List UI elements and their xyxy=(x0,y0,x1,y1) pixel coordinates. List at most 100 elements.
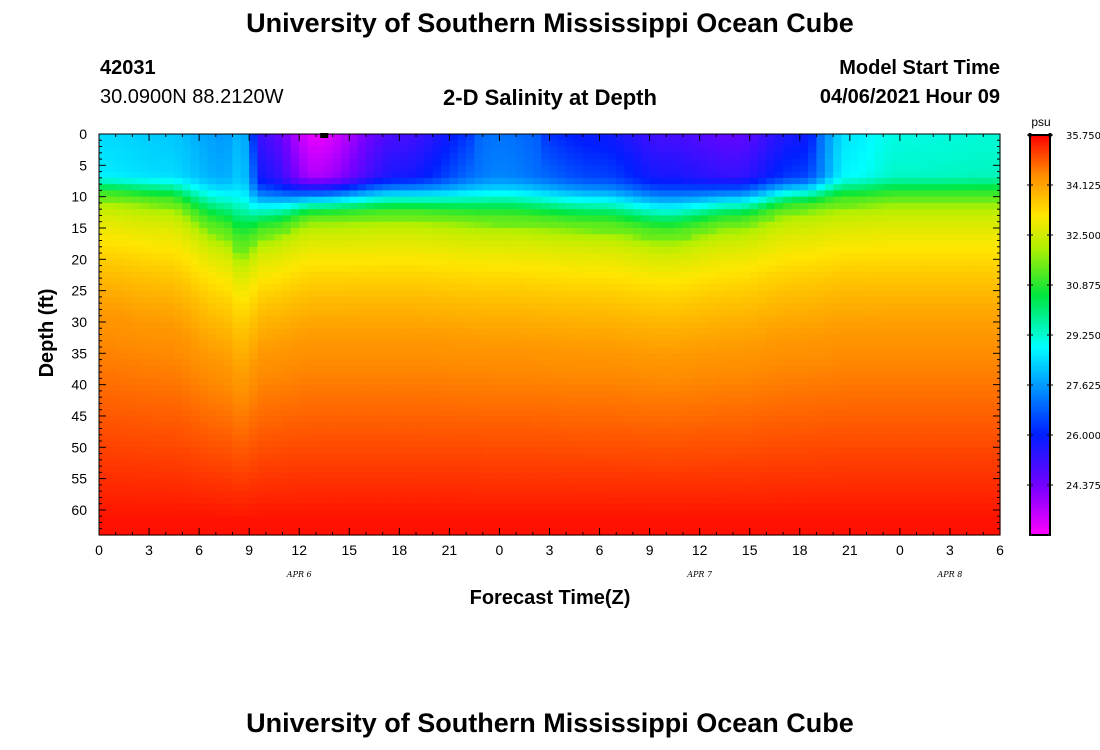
heatmap-cell xyxy=(365,528,375,536)
heatmap-cell xyxy=(699,466,709,473)
heatmap-cell xyxy=(190,296,200,304)
heatmap-cell xyxy=(666,497,676,505)
heatmap-cell xyxy=(441,259,450,267)
heatmap-cell xyxy=(541,271,551,279)
heatmap-cell xyxy=(641,428,651,436)
heatmap-cell xyxy=(649,459,659,467)
heatmap-cell xyxy=(674,134,684,141)
heatmap-cell xyxy=(99,503,108,511)
heatmap-cell xyxy=(399,190,409,198)
heatmap-cell xyxy=(324,497,334,505)
heatmap-cell xyxy=(340,472,350,480)
heatmap-cell xyxy=(432,190,442,198)
heatmap-cell xyxy=(691,340,701,348)
heatmap-cell xyxy=(682,353,692,361)
heatmap-cell xyxy=(491,516,501,524)
heatmap-cell xyxy=(716,321,726,329)
heatmap-cell xyxy=(507,321,517,329)
heatmap-cell xyxy=(432,428,442,436)
heatmap-cell xyxy=(507,196,517,204)
heatmap-cell xyxy=(224,165,234,173)
heatmap-cell xyxy=(282,152,292,160)
heatmap-cell xyxy=(174,484,184,492)
heatmap-cell xyxy=(532,428,542,436)
heatmap-cell xyxy=(616,434,626,442)
heatmap-cell xyxy=(566,422,576,430)
heatmap-cell xyxy=(674,290,684,298)
heatmap-cell xyxy=(232,359,242,367)
heatmap-cell xyxy=(632,202,642,210)
heatmap-cell xyxy=(399,290,409,298)
heatmap-cell xyxy=(574,290,584,298)
heatmap-cell xyxy=(357,422,367,430)
heatmap-cell xyxy=(299,365,309,373)
heatmap-cell xyxy=(382,365,392,373)
heatmap-cell xyxy=(532,334,542,342)
heatmap-cell xyxy=(190,403,200,411)
heatmap-cell xyxy=(432,265,442,273)
heatmap-cell xyxy=(516,397,526,405)
heatmap-cell xyxy=(674,503,684,511)
heatmap-cell xyxy=(724,503,734,511)
heatmap-cell xyxy=(257,146,267,154)
heatmap-cell xyxy=(282,140,292,148)
heatmap-cell xyxy=(716,334,726,342)
heatmap-cell xyxy=(257,484,267,492)
heatmap-cell xyxy=(616,165,626,173)
heatmap-cell xyxy=(624,190,634,198)
heatmap-cell xyxy=(441,227,450,235)
heatmap-cell xyxy=(265,234,275,242)
heatmap-cell xyxy=(107,484,117,492)
heatmap-cell xyxy=(249,190,259,198)
heatmap-cell xyxy=(307,227,317,235)
heatmap-cell xyxy=(357,296,367,304)
heatmap-cell xyxy=(657,384,667,392)
heatmap-cell xyxy=(616,328,626,336)
heatmap-cell xyxy=(657,378,667,386)
heatmap-cell xyxy=(733,159,742,166)
heatmap-cell xyxy=(307,384,317,392)
heatmap-cell xyxy=(282,359,292,367)
heatmap-cell xyxy=(741,503,751,511)
heatmap-cell xyxy=(382,177,392,185)
heatmap-cell xyxy=(607,278,617,285)
heatmap-cell xyxy=(649,397,659,405)
heatmap-cell xyxy=(307,472,317,480)
heatmap-cell xyxy=(432,202,442,210)
heatmap-cell xyxy=(733,347,742,354)
heatmap-cell xyxy=(507,284,517,292)
heatmap-cell xyxy=(566,347,576,354)
heatmap-cell xyxy=(699,140,709,148)
heatmap-cell xyxy=(557,196,567,204)
heatmap-cell xyxy=(215,221,225,229)
heatmap-cell xyxy=(549,190,559,198)
heatmap-cell xyxy=(115,159,125,166)
heatmap-cell xyxy=(224,409,234,417)
heatmap-cell xyxy=(132,372,142,379)
heatmap-cell xyxy=(107,441,117,448)
heatmap-cell xyxy=(474,378,484,386)
heatmap-cell xyxy=(616,453,626,461)
heatmap-cell xyxy=(374,384,384,392)
heatmap-cell xyxy=(174,196,184,204)
heatmap-cell xyxy=(274,196,284,204)
heatmap-cell xyxy=(207,296,217,304)
heatmap-cell xyxy=(666,453,676,461)
heatmap-cell xyxy=(99,227,108,235)
heatmap-cell xyxy=(474,146,484,154)
heatmap-cell xyxy=(507,246,517,254)
heatmap-cell xyxy=(365,165,375,173)
heatmap-cell xyxy=(507,334,517,342)
heatmap-cell xyxy=(99,296,108,304)
heatmap-cell xyxy=(516,246,526,254)
heatmap-cell xyxy=(249,397,259,405)
heatmap-cell xyxy=(240,378,250,386)
heatmap-cell xyxy=(516,453,526,461)
heatmap-cell xyxy=(616,441,626,448)
heatmap-cell xyxy=(190,522,200,530)
heatmap-cell xyxy=(274,328,284,336)
heatmap-cell xyxy=(532,472,542,480)
heatmap-cell xyxy=(349,315,359,323)
heatmap-cell xyxy=(357,340,367,348)
heatmap-cell xyxy=(591,259,601,267)
